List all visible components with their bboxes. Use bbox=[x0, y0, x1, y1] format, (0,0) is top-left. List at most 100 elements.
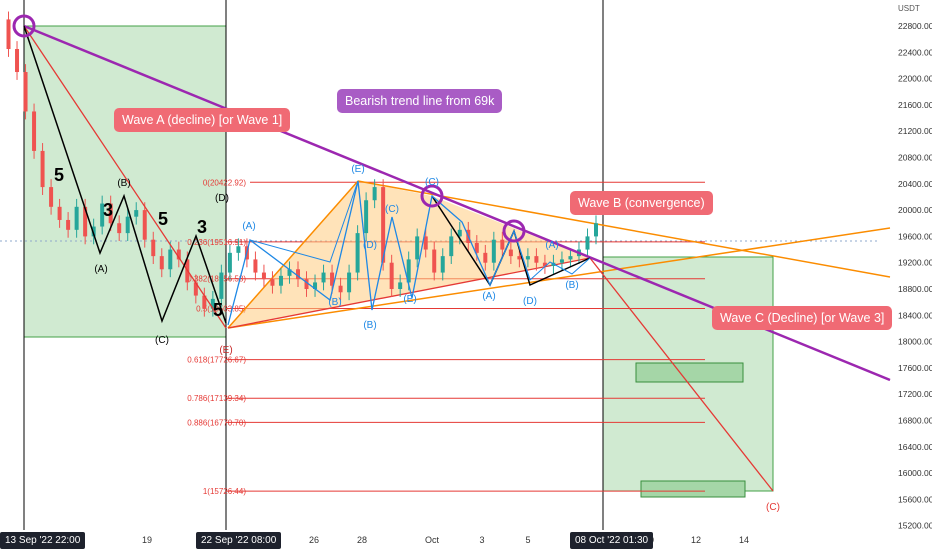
candle-body bbox=[355, 233, 360, 273]
candle-body bbox=[568, 256, 573, 260]
wave-number: 5 bbox=[213, 300, 223, 320]
pivot-circle bbox=[502, 219, 526, 243]
wave-letter-label: (E) bbox=[351, 164, 364, 175]
candle-body bbox=[108, 203, 113, 224]
candle-body bbox=[321, 272, 326, 283]
wave-zigzag-black bbox=[23, 25, 227, 324]
target-box-1 bbox=[635, 362, 744, 383]
candle-body bbox=[542, 262, 547, 266]
wave-letter-label: (E) bbox=[219, 345, 232, 356]
candle-body bbox=[15, 49, 20, 73]
price-tick-label: 21600.00 bbox=[898, 100, 932, 110]
candle-body bbox=[83, 206, 88, 237]
price-tick-label: 22400.00 bbox=[898, 47, 932, 57]
upper-orange-line bbox=[357, 180, 891, 278]
time-tag-end: 08 Oct '22 01:30 bbox=[570, 532, 654, 549]
candle-body bbox=[440, 256, 445, 273]
candle-body bbox=[6, 19, 11, 50]
candle-body bbox=[66, 219, 71, 230]
wave-number: 3 bbox=[197, 217, 207, 237]
date-tick-label: Oct bbox=[425, 535, 440, 545]
candle-body bbox=[559, 259, 564, 263]
price-tick-label: 21200.00 bbox=[898, 126, 932, 136]
candle-body bbox=[534, 256, 539, 263]
candle-body bbox=[210, 298, 215, 309]
candle-body bbox=[168, 249, 173, 270]
price-tick-label: 16400.00 bbox=[898, 442, 932, 452]
price-tick-label: 22000.00 bbox=[898, 74, 932, 84]
candle-body bbox=[236, 246, 241, 253]
wave-letter-label: (C) bbox=[155, 335, 169, 346]
price-tick-label: 20800.00 bbox=[898, 153, 932, 163]
wave-number: 3 bbox=[103, 200, 113, 220]
wave-letter-label: (A) bbox=[94, 264, 107, 275]
candle-body bbox=[508, 249, 513, 257]
fib-label: 0.886(16770.70) bbox=[187, 418, 246, 427]
wave-letter-label: (C) bbox=[425, 177, 439, 188]
wave-letter-label: (E) bbox=[403, 294, 416, 305]
fib-label: 0.382(18956.58) bbox=[187, 275, 246, 284]
time-tag-mid: 22 Sep '22 08:00 bbox=[196, 532, 282, 549]
wave-letter-label: (C) bbox=[385, 204, 399, 215]
candle-body bbox=[500, 239, 505, 250]
triangle-edge bbox=[227, 180, 359, 329]
date-tick-label: 26 bbox=[309, 535, 319, 545]
wave-number: 5 bbox=[158, 209, 168, 229]
candle-body bbox=[525, 256, 530, 260]
date-tick-label: 12 bbox=[691, 535, 701, 545]
wave-letter-label: (D) bbox=[363, 240, 377, 251]
wave-c-callout: Wave C (Decline) [or Wave 3] bbox=[712, 306, 893, 330]
time-tag-start: 13 Sep '22 22:00 bbox=[0, 532, 86, 549]
price-tick-label: 18400.00 bbox=[898, 310, 932, 320]
candle-body bbox=[32, 111, 37, 151]
candle-body bbox=[406, 259, 411, 283]
pivot-circle bbox=[12, 14, 36, 38]
price-tick-label: 19200.00 bbox=[898, 258, 932, 268]
candle-body bbox=[74, 206, 79, 230]
price-tick-label: 18800.00 bbox=[898, 284, 932, 294]
wave-letter-label: (B) bbox=[565, 280, 578, 291]
candle-body bbox=[296, 269, 300, 280]
candle-body bbox=[270, 279, 275, 286]
candle-body bbox=[338, 285, 343, 293]
bearish-trendline-callout: Bearish trend line from 69k bbox=[337, 89, 503, 113]
wave-letter-label: (B) bbox=[117, 178, 130, 189]
price-tick-label: 20000.00 bbox=[898, 205, 932, 215]
currency-label: USDT bbox=[898, 4, 920, 13]
wave-letter-label: (B) bbox=[328, 297, 341, 308]
candle-body bbox=[432, 249, 437, 273]
candle-body bbox=[202, 295, 207, 309]
wave-a-line bbox=[23, 25, 227, 329]
candle-body bbox=[389, 262, 394, 289]
price-tick-label: 15600.00 bbox=[898, 494, 932, 504]
candle-body bbox=[347, 272, 352, 293]
candle-body bbox=[151, 239, 156, 257]
candle-body bbox=[423, 236, 428, 250]
candle-body bbox=[117, 223, 122, 234]
fib-label: 0.618(17726.67) bbox=[187, 356, 246, 365]
wave-a-zone bbox=[23, 25, 227, 338]
candle-body bbox=[457, 229, 462, 237]
pivot-circle bbox=[420, 184, 444, 208]
wave-letter-label: (C) bbox=[766, 502, 780, 513]
date-tick-label: 5 bbox=[525, 535, 530, 545]
candle-body bbox=[381, 187, 386, 263]
wave-letter-label: (D) bbox=[215, 193, 229, 204]
candle-body bbox=[364, 200, 369, 234]
candle-body bbox=[517, 256, 522, 260]
fib-label: 1(15726.44) bbox=[203, 487, 246, 496]
candle-body bbox=[159, 256, 164, 270]
candle-body bbox=[474, 242, 479, 253]
candle-body bbox=[142, 210, 147, 240]
date-tick-label: 19 bbox=[142, 535, 152, 545]
candle-body bbox=[313, 282, 318, 289]
wave-letter-label: (D) bbox=[523, 296, 537, 307]
wave-letter-label: (A) bbox=[242, 221, 255, 232]
candle-body bbox=[219, 272, 224, 299]
price-tick-label: 16000.00 bbox=[898, 468, 932, 478]
wave-letter-label: (A) bbox=[482, 291, 495, 302]
price-tick-label: 17200.00 bbox=[898, 389, 932, 399]
price-tick-label: 22800.00 bbox=[898, 21, 932, 31]
wave-sub-blue bbox=[227, 180, 531, 326]
